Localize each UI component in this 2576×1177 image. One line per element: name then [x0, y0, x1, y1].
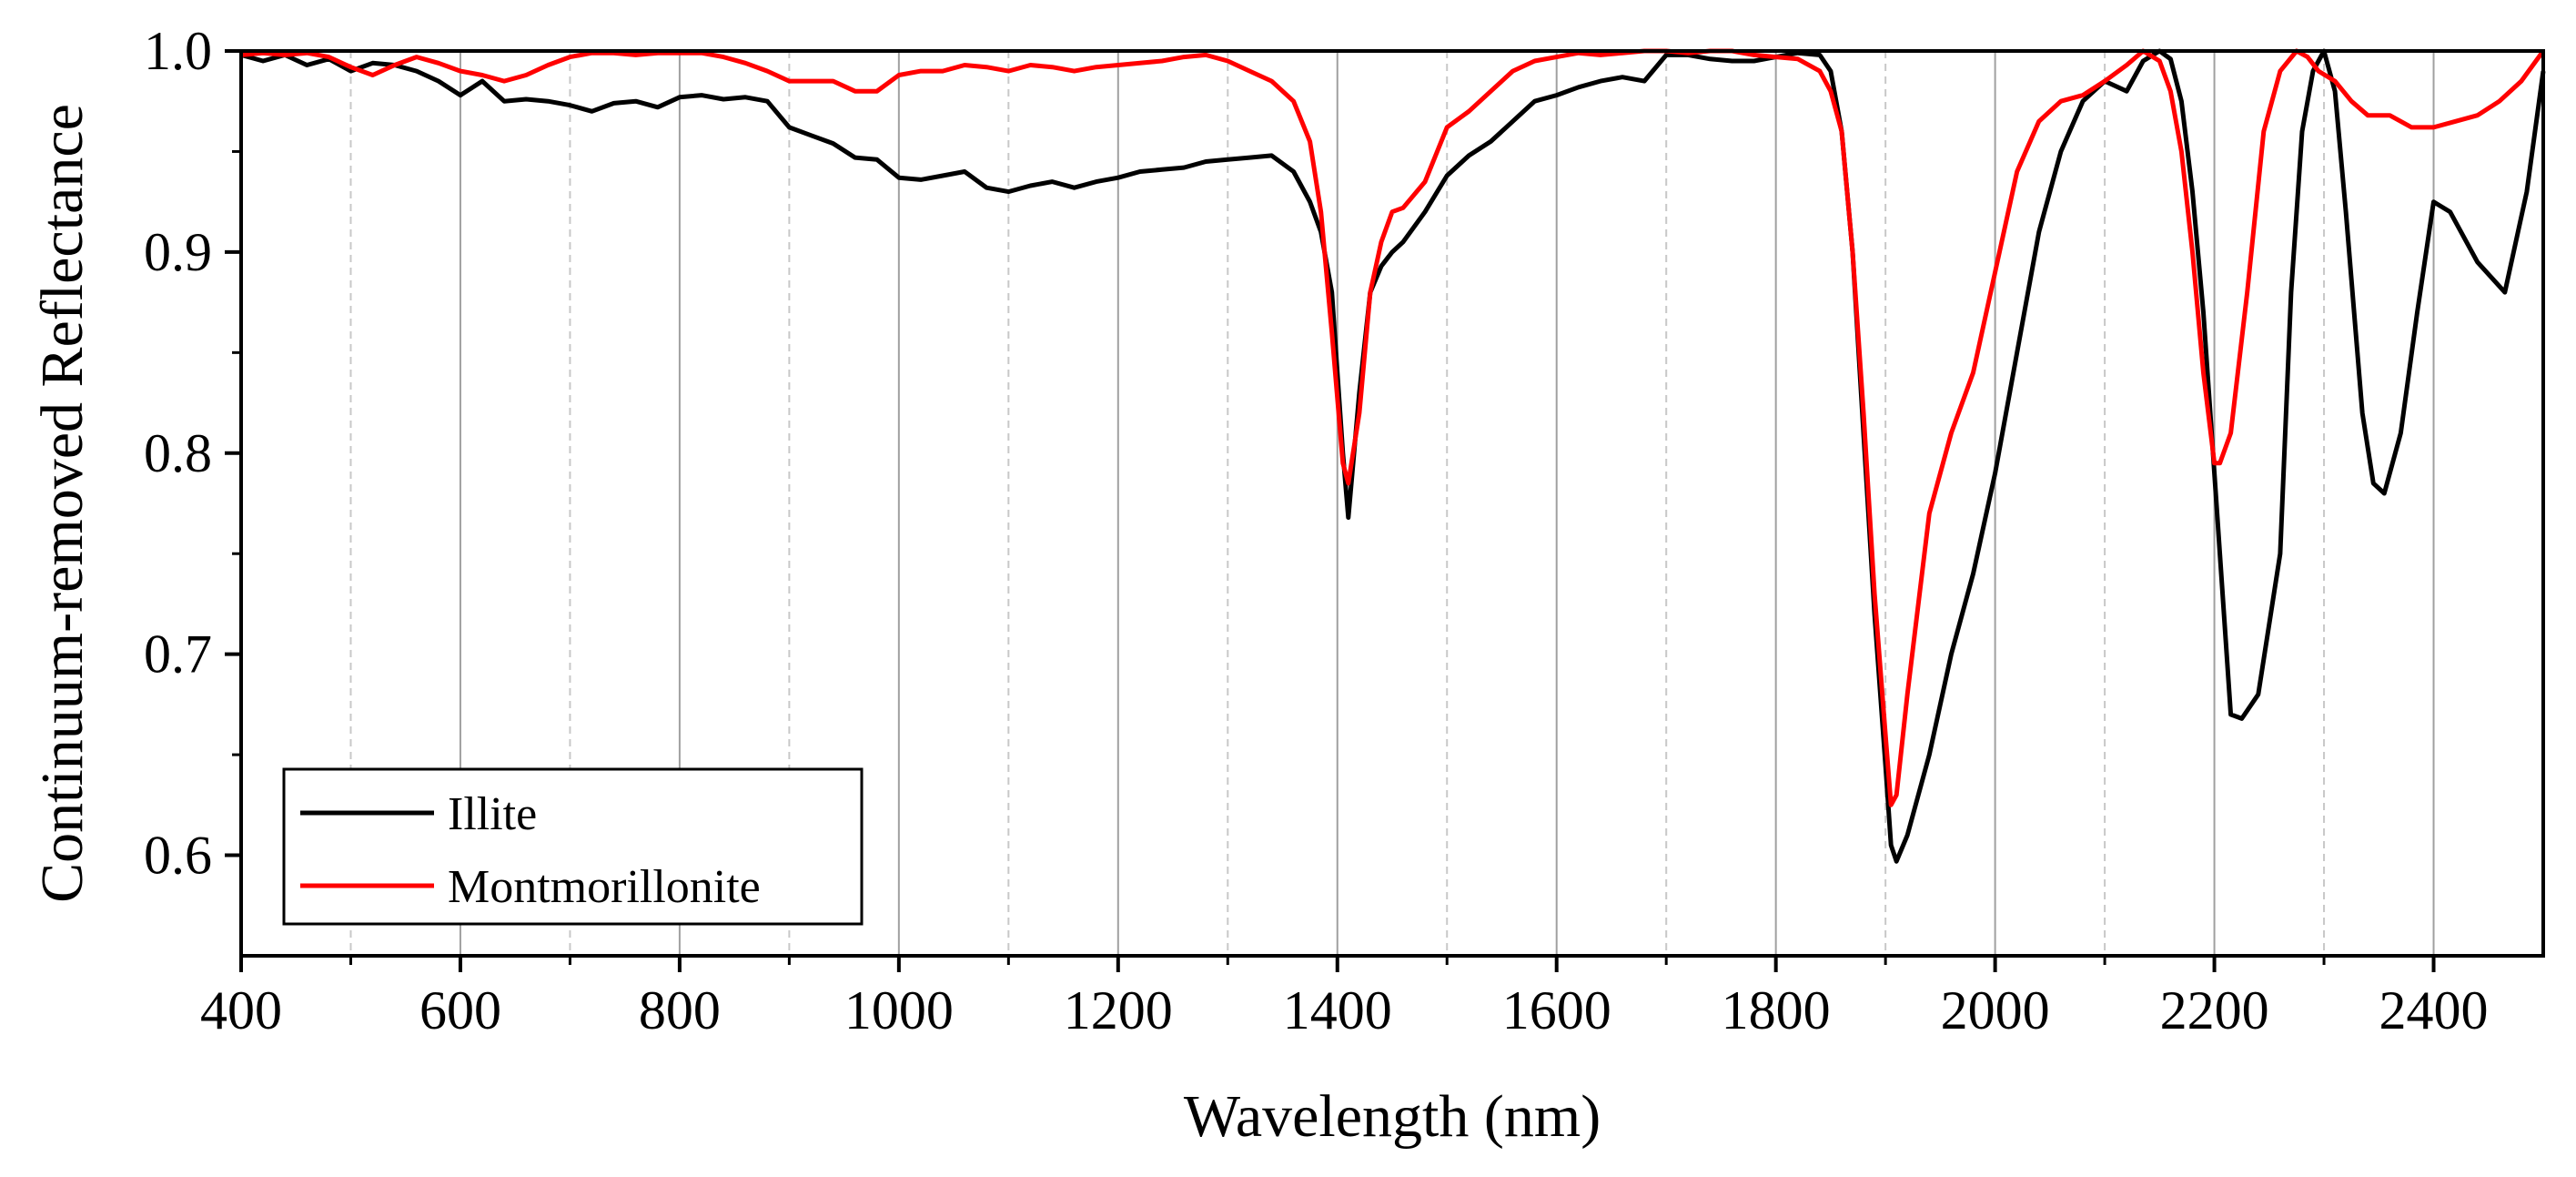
legend-label-illite: Illite	[448, 788, 537, 840]
x-tick-label: 2000	[1941, 980, 2050, 1040]
y-axis-title: Continuum-removed Reflectance	[29, 104, 96, 903]
x-tick-label: 800	[639, 980, 721, 1040]
x-tick-label: 1200	[1064, 980, 1173, 1040]
y-tick-label: 0.9	[144, 222, 212, 282]
series-lines	[240, 48, 2546, 864]
axis-ticks: 400 600 800 1000 1200 1400 1600 1800 2000 2200 240…	[144, 21, 2489, 1040]
x-axis-title: Wavelength (nm)	[1184, 1083, 1601, 1150]
y-tick-label: 0.8	[144, 423, 212, 483]
legend-label-montmorillonite: Montmorillonite	[448, 861, 761, 913]
x-tick-label: 600	[419, 980, 501, 1040]
legend-box	[282, 767, 864, 926]
x-tick-label: 2200	[2160, 980, 2269, 1040]
plot-frame	[239, 49, 2545, 958]
x-tick-label: 400	[200, 980, 282, 1040]
x-tick-label: 1800	[1722, 980, 1831, 1040]
x-tick-label: 1000	[844, 980, 954, 1040]
y-tick-label: 0.7	[144, 624, 212, 685]
series-line-illite	[240, 48, 2546, 864]
x-tick-label: 2400	[2379, 980, 2489, 1040]
legend: Illite Montmorillonite	[282, 767, 864, 926]
x-tick-label: 1400	[1283, 980, 1392, 1040]
x-tick-label: 1600	[1502, 980, 1611, 1040]
series-line-montmorillonite	[240, 48, 2546, 807]
y-tick-label: 0.6	[144, 826, 212, 886]
y-tick-label: 1.0	[144, 21, 212, 81]
